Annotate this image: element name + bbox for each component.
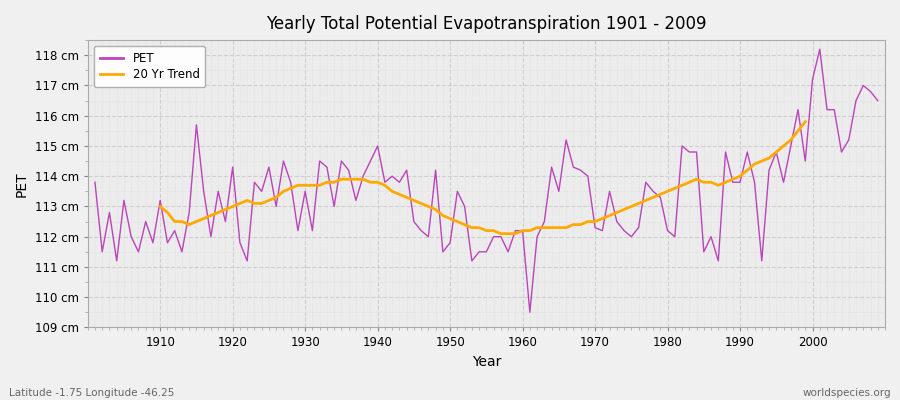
PET <box>814 47 825 52</box>
Text: worldspecies.org: worldspecies.org <box>803 388 891 398</box>
20 Yr Trend <box>698 180 709 185</box>
PET <box>350 198 361 203</box>
PET <box>90 180 101 185</box>
20 Yr Trend <box>713 183 724 188</box>
20 Yr Trend <box>496 231 507 236</box>
Line: PET: PET <box>95 49 878 312</box>
20 Yr Trend <box>800 119 811 124</box>
X-axis label: Year: Year <box>472 355 501 369</box>
20 Yr Trend <box>778 144 789 148</box>
20 Yr Trend <box>155 204 166 209</box>
PET <box>148 240 158 245</box>
Text: Latitude -1.75 Longitude -46.25: Latitude -1.75 Longitude -46.25 <box>9 388 175 398</box>
PET <box>872 98 883 103</box>
PET <box>611 219 622 224</box>
20 Yr Trend <box>611 210 622 215</box>
20 Yr Trend <box>350 177 361 182</box>
PET <box>307 228 318 233</box>
Line: 20 Yr Trend: 20 Yr Trend <box>160 122 806 234</box>
Y-axis label: PET: PET <box>15 171 29 196</box>
PET <box>518 228 528 233</box>
PET <box>510 228 521 233</box>
PET <box>525 310 535 315</box>
Title: Yearly Total Potential Evapotranspiration 1901 - 2009: Yearly Total Potential Evapotranspiratio… <box>266 15 706 33</box>
Legend: PET, 20 Yr Trend: PET, 20 Yr Trend <box>94 46 205 87</box>
20 Yr Trend <box>242 198 253 203</box>
